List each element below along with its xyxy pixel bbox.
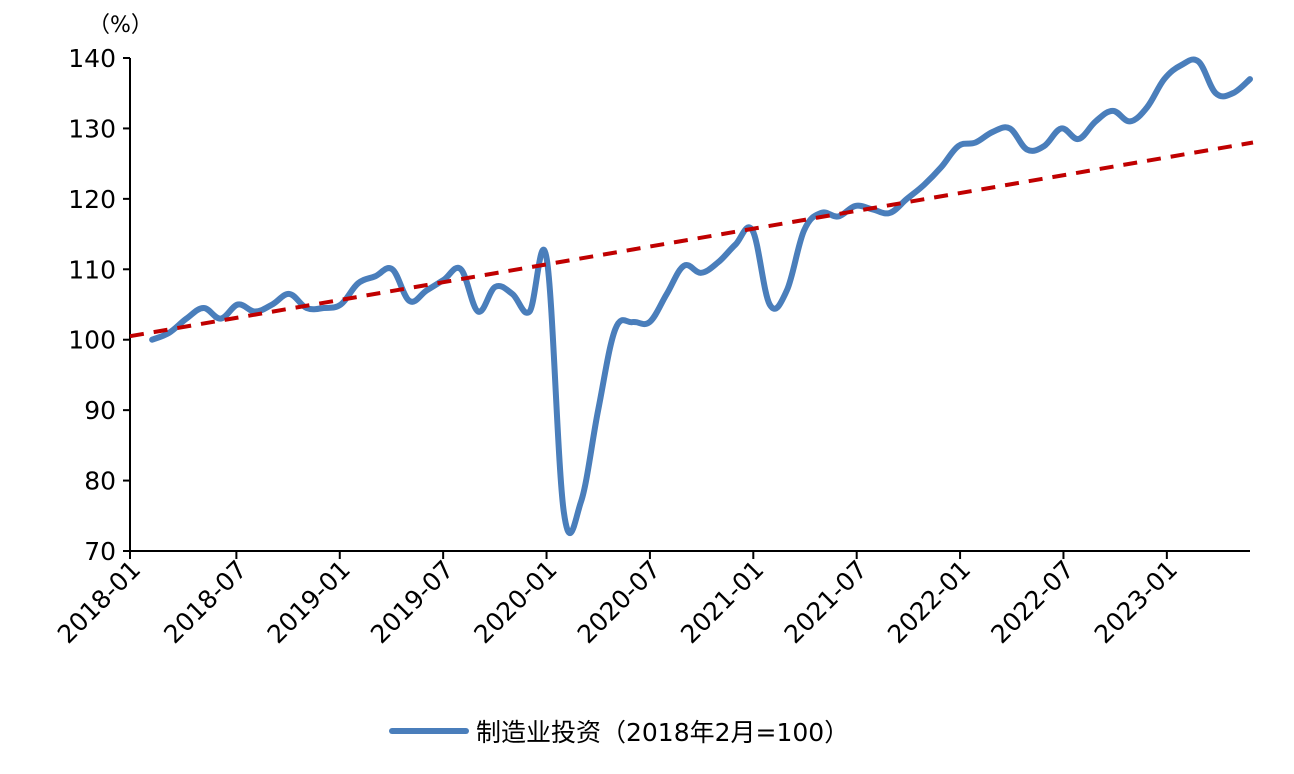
x-tick-label: 2022-07	[985, 555, 1079, 649]
y-tick-label: 100	[68, 326, 116, 355]
y-unit-label: （%）	[88, 13, 153, 38]
x-tick-label: 2023-01	[1089, 555, 1183, 649]
y-axis: 70 80 90 100 110 120 130 140	[68, 44, 130, 566]
y-tick-label: 120	[68, 185, 116, 214]
x-tick-label: 2019-07	[365, 555, 459, 649]
x-axis: 2018-01 2018-07 2019-01 2019-07 2020-01 2020-…	[52, 551, 1183, 649]
y-tick-label: 140	[68, 44, 116, 73]
x-tick-label: 2022-01	[882, 555, 976, 649]
x-tick-label: 2018-07	[158, 555, 252, 649]
x-tick-label: 2020-07	[572, 555, 666, 649]
x-tick-label: 2021-01	[675, 555, 769, 649]
y-tick-label: 110	[68, 255, 116, 284]
y-tick-label: 130	[68, 114, 116, 143]
legend-label: 制造业投资（2018年2月=100）	[476, 718, 849, 747]
y-tick-label: 80	[84, 467, 116, 496]
series-layer	[129, 56, 1254, 536]
x-tick-label: 2019-01	[262, 555, 356, 649]
x-tick-label: 2018-01	[52, 555, 146, 649]
y-tick-label: 70	[84, 537, 116, 566]
y-tick-label: 90	[84, 396, 116, 425]
trend-line	[129, 140, 1254, 339]
x-tick-label: 2020-01	[468, 555, 562, 649]
series-line	[149, 56, 1253, 536]
x-tick-label: 2021-07	[779, 555, 873, 649]
legend: 制造业投资（2018年2月=100）	[389, 718, 849, 747]
